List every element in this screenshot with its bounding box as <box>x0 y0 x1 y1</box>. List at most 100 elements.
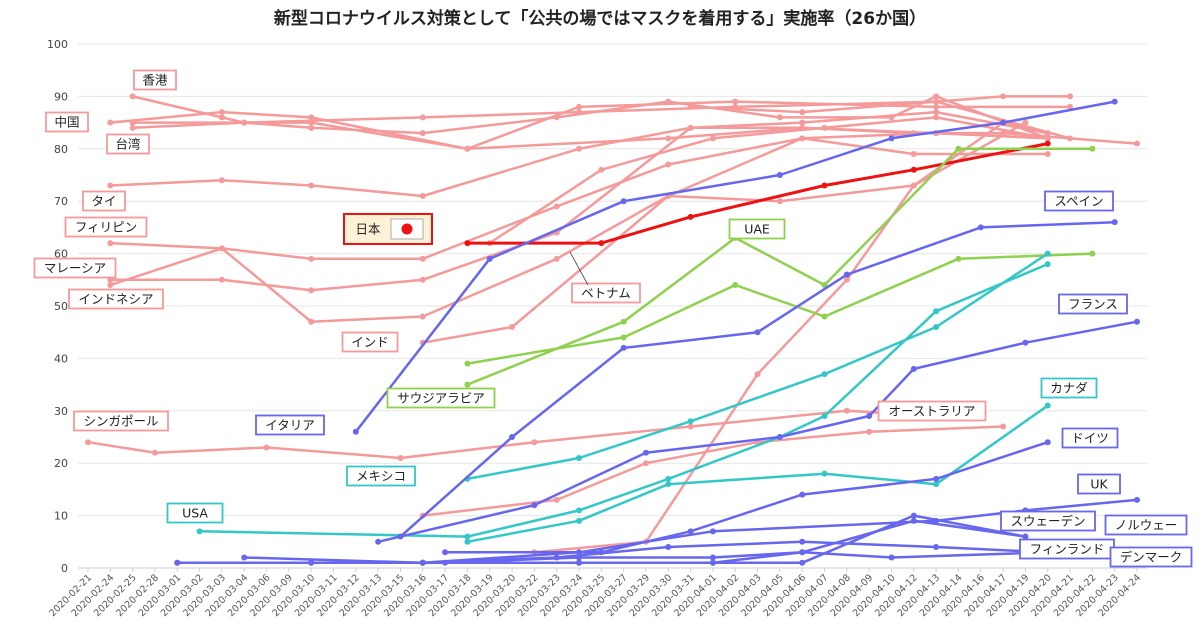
data-point <box>419 192 426 199</box>
label-text: 中国 <box>54 115 79 130</box>
series-line <box>177 551 1048 565</box>
data-point <box>1044 261 1051 268</box>
label-カナダ: カナダ <box>1040 377 1098 399</box>
data-point <box>1000 93 1007 100</box>
label-text: フィリピン <box>75 220 137 235</box>
label-UK: UK <box>1077 473 1121 495</box>
series-line <box>467 252 1049 481</box>
data-point <box>1089 250 1096 257</box>
data-point <box>464 145 471 152</box>
data-point <box>218 109 225 116</box>
data-point <box>1044 439 1051 446</box>
label-text: シンガポール <box>83 414 158 429</box>
data-point <box>1044 250 1051 257</box>
label-box <box>877 400 987 422</box>
data-point <box>843 407 850 414</box>
series-line <box>467 142 1048 245</box>
data-point <box>799 109 806 116</box>
label-日本: 日本 <box>343 213 433 245</box>
data-point <box>799 491 806 498</box>
data-point <box>486 255 493 262</box>
label-box <box>45 111 89 133</box>
series-line <box>177 540 1048 565</box>
label-box <box>166 502 224 524</box>
data-point <box>709 559 716 566</box>
label-フィンランド: フィンランド <box>1019 538 1115 560</box>
data-point <box>709 135 716 142</box>
data-point <box>419 130 426 137</box>
data-point <box>821 371 828 378</box>
data-point <box>1134 496 1140 503</box>
data-point <box>218 276 225 283</box>
data-point <box>642 449 649 456</box>
label-box <box>133 69 177 91</box>
data-point <box>308 255 315 262</box>
series-line <box>489 116 1048 245</box>
data-point <box>933 109 940 116</box>
y-tick-label: 40 <box>54 352 68 365</box>
data-point <box>442 549 449 556</box>
data-point <box>933 308 940 315</box>
label-box <box>386 387 496 409</box>
data-point <box>687 528 694 535</box>
label-インドネシア: インドネシア <box>68 288 164 310</box>
data-point <box>576 103 583 110</box>
data-point <box>129 119 136 126</box>
series-イタリア <box>352 98 1118 435</box>
label-text: ドイツ <box>1071 431 1109 446</box>
series-line <box>467 404 1049 544</box>
data-point <box>665 544 672 551</box>
label-box <box>1040 377 1098 399</box>
data-point <box>665 481 672 488</box>
y-tick-label: 50 <box>54 300 68 313</box>
label-text: オーストラリア <box>889 404 976 419</box>
data-point <box>576 549 583 556</box>
data-point <box>576 507 583 514</box>
data-point <box>107 119 114 126</box>
data-point <box>464 360 471 367</box>
data-point <box>1134 140 1140 147</box>
label-USA: USA <box>166 502 224 524</box>
label-ベトナム: ベトナム <box>571 282 641 304</box>
data-point <box>509 323 516 330</box>
label-オーストラリア: オーストラリア <box>877 400 987 422</box>
data-point <box>821 282 828 289</box>
data-point <box>1022 533 1029 540</box>
data-point <box>576 559 583 566</box>
data-point <box>1000 119 1007 126</box>
label-text: インドネシア <box>78 292 153 307</box>
data-point <box>308 559 315 566</box>
data-point <box>1022 119 1029 126</box>
data-point <box>821 413 828 420</box>
data-point <box>1044 140 1051 147</box>
data-point <box>218 114 225 121</box>
label-イタリア: イタリア <box>255 414 325 436</box>
data-point <box>375 538 382 545</box>
data-point <box>843 276 850 283</box>
data-point <box>576 109 583 116</box>
data-point <box>464 381 471 388</box>
label-中国: 中国 <box>45 111 89 133</box>
data-point <box>531 439 538 446</box>
data-point <box>576 517 583 524</box>
series-line <box>445 441 1049 554</box>
data-point <box>799 135 806 142</box>
data-point <box>933 323 940 330</box>
data-point <box>598 240 605 247</box>
label-text: デンマーク <box>1120 550 1183 565</box>
data-point <box>933 481 940 488</box>
data-point <box>509 434 516 440</box>
series-lines <box>85 93 1140 566</box>
y-tick-label: 20 <box>54 457 68 470</box>
y-tick-label: 80 <box>54 143 68 156</box>
data-point <box>241 554 248 561</box>
label-サウジアラビア: サウジアラビア <box>386 387 496 409</box>
label-box <box>728 218 786 240</box>
label-text: インド <box>351 335 389 350</box>
data-point <box>687 418 694 425</box>
data-point <box>821 182 828 189</box>
data-point <box>620 344 627 351</box>
data-point <box>910 512 917 519</box>
label-UAE: UAE <box>728 218 786 240</box>
label-text: 香港 <box>142 73 168 88</box>
